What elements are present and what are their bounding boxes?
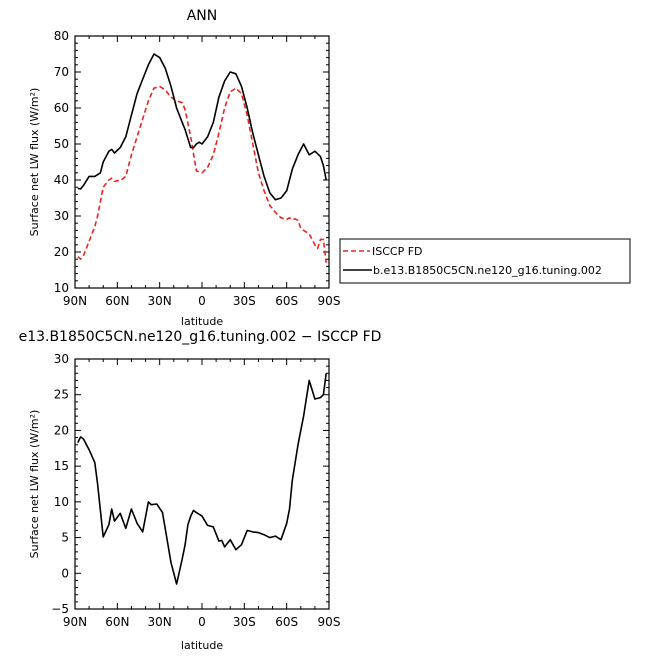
top-y-tick-label: 20 (54, 245, 69, 259)
top-y-tick-label: 30 (54, 209, 69, 223)
bottom-panel: e13.B1850C5CN.ne120_g16.tuning.002 − ISC… (19, 329, 382, 652)
bottom-x-tick-label: 0 (198, 615, 206, 629)
bottom-y-tick-label: 0 (61, 566, 69, 580)
top-x-tick-label: 60N (105, 294, 129, 308)
top-y-tick-label: 10 (54, 281, 69, 295)
top-y-tick-label: 80 (54, 29, 69, 43)
bottom-y-tick-label: 15 (54, 459, 69, 473)
top-y-tick-label: 70 (54, 65, 69, 79)
top-x-tick-label: 30N (148, 294, 172, 308)
bottom-y-axis-label: Surface net LW flux (W/m²) (28, 410, 41, 559)
top-x-axis-label: latitude (181, 315, 223, 328)
bottom-axis-ticks: 90N 60N 30N 0 30S 60S 90S −5 0 5 10 15 20 25 30 (51, 352, 340, 629)
top-x-tick-label: 60S (275, 294, 298, 308)
bottom-x-tick-label: 90N (63, 615, 87, 629)
bottom-y-tick-label: 20 (54, 423, 69, 437)
top-y-tick-label: 60 (54, 101, 69, 115)
top-x-tick-label: 0 (198, 294, 206, 308)
top-series-line-0 (77, 85, 327, 263)
top-chart-title: ANN (187, 8, 218, 24)
legend: ISCCP FD b.e13.B1850C5CN.ne120_g16.tunin… (339, 238, 631, 284)
bottom-x-tick-label: 90S (318, 615, 341, 629)
top-x-tick-label: 90N (63, 294, 87, 308)
bottom-series-lines (77, 373, 327, 585)
bottom-chart-title: e13.B1850C5CN.ne120_g16.tuning.002 − ISC… (19, 329, 382, 345)
bottom-x-tick-label: 60N (105, 615, 129, 629)
bottom-y-tick-label: 30 (54, 352, 69, 366)
bottom-series-line-0 (77, 373, 327, 585)
bottom-x-axis-label: latitude (181, 639, 223, 652)
top-plot-frame (74, 35, 330, 289)
bottom-y-tick-label: 25 (54, 388, 69, 402)
top-x-tick-label: 30S (233, 294, 256, 308)
bottom-y-tick-label: −5 (51, 602, 69, 616)
bottom-plot-frame (74, 358, 330, 610)
top-axis-ticks: 90N 60N 30N 0 30S 60S 90S 10 20 30 40 50 60 70 80 (54, 29, 341, 308)
legend-label-isccp: ISCCP FD (372, 245, 423, 258)
bottom-x-tick-label: 60S (275, 615, 298, 629)
bottom-x-tick-label: 30N (148, 615, 172, 629)
top-x-tick-label: 90S (318, 294, 341, 308)
top-series-line-1 (77, 53, 327, 201)
legend-label-model: b.e13.B1850C5CN.ne120_g16.tuning.002 (373, 264, 602, 277)
top-y-tick-label: 50 (54, 137, 69, 151)
top-y-axis-label: Surface net LW flux (W/m²) (28, 88, 41, 237)
bottom-y-tick-label: 5 (61, 531, 69, 545)
top-series-lines (77, 53, 327, 263)
legend-box (339, 238, 631, 284)
bottom-y-tick-label: 10 (54, 495, 69, 509)
bottom-x-tick-label: 30S (233, 615, 256, 629)
top-panel: ANN 90N 60N 30N 0 30S 60S 90S1020304050607080 … (28, 8, 631, 328)
top-y-tick-label: 40 (54, 173, 69, 187)
